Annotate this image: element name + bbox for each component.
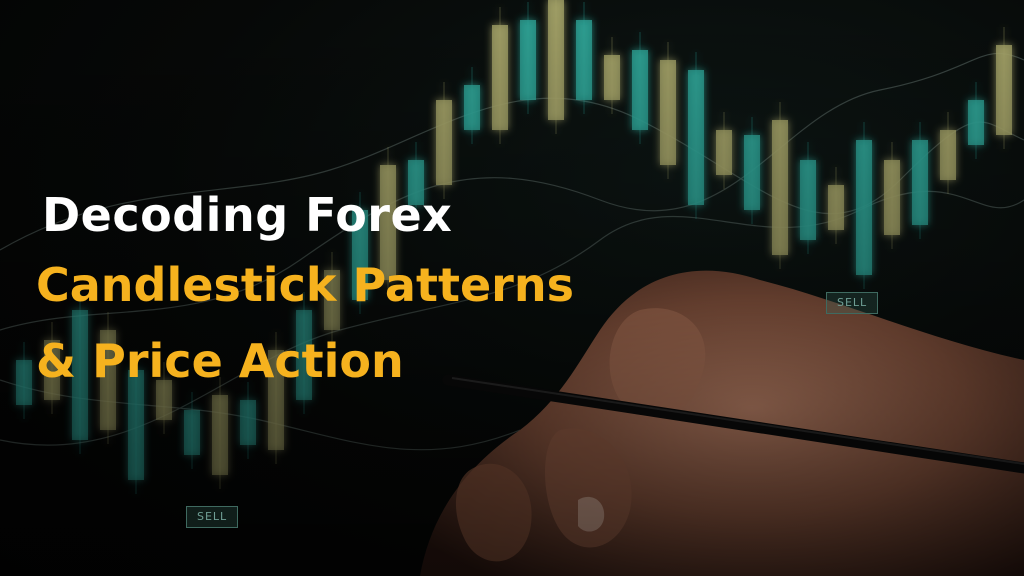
sell-marker-right: SELL: [826, 292, 879, 314]
sell-marker-left: SELL: [186, 506, 239, 528]
headline-line-2: Candlestick Patterns: [36, 258, 574, 312]
headline-line-3: & Price Action: [36, 334, 404, 388]
headline-line-1: Decoding Forex: [42, 188, 453, 242]
